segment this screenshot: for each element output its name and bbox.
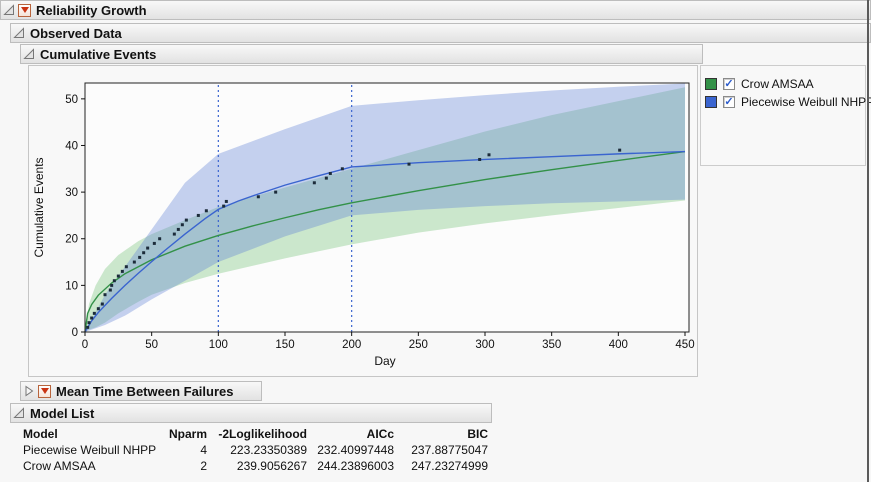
- svg-text:50: 50: [65, 94, 78, 106]
- disclosure-open-icon[interactable]: [23, 48, 35, 60]
- piecewise-weibull-checkbox[interactable]: ✓: [723, 96, 735, 108]
- svg-text:20: 20: [65, 234, 78, 246]
- piecewise-weibull-swatch: [705, 96, 717, 108]
- svg-text:0: 0: [82, 339, 88, 351]
- col-header-2loglikelihood: -2Loglikelihood: [218, 427, 307, 441]
- cell-aicc: 244.23896003: [317, 459, 394, 473]
- table-header-row: Model Nparm -2Loglikelihood AICc BIC: [23, 427, 488, 443]
- model-list-table: Model Nparm -2Loglikelihood AICc BIC Pie…: [23, 427, 488, 475]
- disclosure-open-icon[interactable]: [13, 407, 25, 419]
- header-mean-time-between-failures: Mean Time Between Failures: [20, 381, 262, 401]
- section-title: Cumulative Events: [40, 46, 157, 62]
- cell-2loglikelihood: 239.9056267: [236, 459, 307, 473]
- svg-text:Cumulative Events: Cumulative Events: [32, 157, 46, 257]
- table-row[interactable]: Crow AMSAA 2 239.9056267 244.23896003 24…: [23, 459, 488, 475]
- disclosure-closed-icon[interactable]: [23, 385, 35, 397]
- col-header-bic: BIC: [467, 427, 488, 441]
- legend-item-crow-amsaa: ✓ Crow AMSAA: [705, 77, 814, 91]
- cumulative-events-plot: 0 10 20 30 40 50 0 50 100 150 200 250 300 350 400 450 Da…: [32, 82, 695, 368]
- col-header-aicc: AICc: [366, 427, 394, 441]
- svg-text:200: 200: [342, 339, 361, 351]
- disclosure-open-icon[interactable]: [13, 27, 25, 39]
- svg-text:30: 30: [65, 187, 78, 199]
- svg-text:10: 10: [65, 280, 78, 292]
- svg-text:40: 40: [65, 140, 78, 152]
- crow-amsaa-swatch: [705, 78, 717, 90]
- chart-legend: ✓ Crow AMSAA ✓ Piecewise Weibull NHPP: [700, 65, 871, 166]
- section-title: Reliability Growth: [36, 2, 147, 18]
- header-cumulative-events: Cumulative Events: [20, 44, 703, 64]
- cell-2loglikelihood: 223.23350389: [230, 443, 307, 457]
- cumulative-events-chart-frame: 0 10 20 30 40 50 0 50 100 150 200 250 300 350 400 450 Da…: [28, 65, 698, 377]
- cell-aicc: 232.40997448: [317, 443, 394, 457]
- section-title: Observed Data: [30, 25, 122, 41]
- red-triangle-menu-button[interactable]: [38, 384, 51, 398]
- crow-amsaa-checkbox[interactable]: ✓: [723, 78, 735, 90]
- svg-text:Day: Day: [374, 354, 395, 368]
- red-triangle-icon: [20, 7, 29, 13]
- cell-model: Piecewise Weibull NHPP: [23, 443, 157, 457]
- disclosure-open-icon[interactable]: [3, 4, 15, 16]
- svg-text:450: 450: [675, 339, 694, 351]
- svg-text:100: 100: [209, 339, 228, 351]
- header-observed-data: Observed Data: [10, 23, 871, 43]
- svg-text:400: 400: [609, 339, 628, 351]
- col-header-model: Model: [23, 427, 58, 441]
- svg-text:50: 50: [145, 339, 158, 351]
- cell-nparm: 4: [200, 443, 207, 457]
- cell-bic: 247.23274999: [411, 459, 488, 473]
- svg-text:0: 0: [72, 327, 78, 339]
- legend-item-piecewise-weibull: ✓ Piecewise Weibull NHPP: [705, 95, 871, 109]
- cell-model: Crow AMSAA: [23, 459, 96, 473]
- section-title: Mean Time Between Failures: [56, 383, 234, 399]
- svg-text:300: 300: [475, 339, 494, 351]
- window-right-edge: [867, 0, 869, 482]
- legend-label: Crow AMSAA: [741, 77, 814, 91]
- header-reliability-growth: Reliability Growth: [0, 0, 871, 20]
- legend-label: Piecewise Weibull NHPP: [741, 95, 871, 109]
- svg-text:250: 250: [409, 339, 428, 351]
- section-title: Model List: [30, 405, 95, 421]
- svg-text:350: 350: [542, 339, 561, 351]
- col-header-nparm: Nparm: [168, 427, 207, 441]
- table-row[interactable]: Piecewise Weibull NHPP 4 223.23350389 23…: [23, 443, 488, 459]
- header-model-list: Model List: [10, 403, 492, 423]
- cell-bic: 237.88775047: [411, 443, 488, 457]
- svg-text:150: 150: [275, 339, 294, 351]
- red-triangle-menu-button[interactable]: [18, 3, 31, 17]
- cell-nparm: 2: [200, 459, 207, 473]
- red-triangle-icon: [40, 388, 49, 394]
